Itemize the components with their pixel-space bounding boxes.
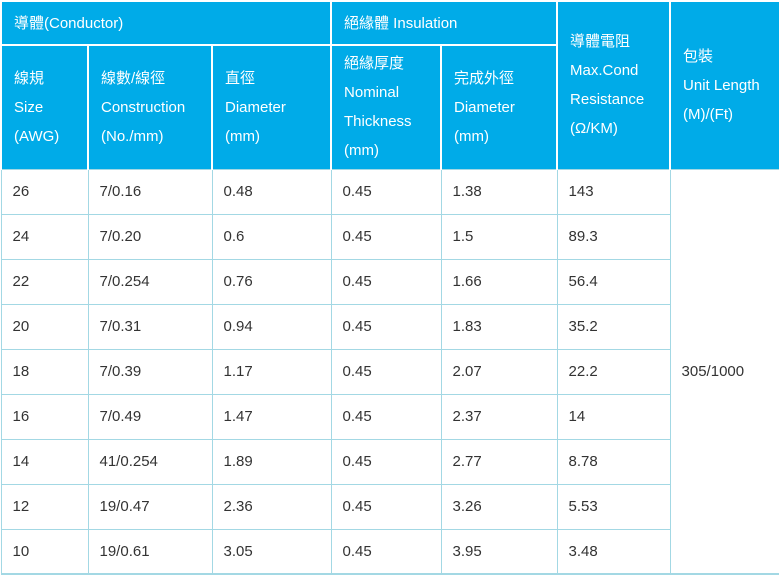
cell-diameter: 1.47 bbox=[211, 393, 332, 440]
cell-size: 12 bbox=[0, 483, 89, 530]
cell-size: 24 bbox=[0, 213, 89, 260]
table-row: 20 7/0.31 0.94 0.45 1.83 35.2 bbox=[0, 303, 779, 350]
cell-thickness: 0.45 bbox=[330, 348, 442, 395]
header-sub-row: 線規 Size (AWG) 線數/線徑 Construction (No./mm… bbox=[0, 44, 779, 170]
table-row: 22 7/0.254 0.76 0.45 1.66 56.4 bbox=[0, 258, 779, 305]
cell-construction: 7/0.254 bbox=[87, 258, 213, 305]
cell-unit-length: 305/1000 bbox=[669, 168, 779, 575]
col-header-nominal-thickness: 絕緣厚度 Nominal Thickness (mm) bbox=[330, 44, 443, 170]
table-row: 10 19/0.61 3.05 0.45 3.95 3.48 bbox=[0, 528, 779, 575]
col-header-finished-diameter: 完成外徑 Diameter (mm) bbox=[440, 44, 559, 170]
cell-diameter: 0.6 bbox=[211, 213, 332, 260]
col-header-conductor-diameter: 直徑 Diameter (mm) bbox=[210, 44, 333, 170]
cell-resistance: 56.4 bbox=[556, 258, 671, 305]
table-row: 12 19/0.47 2.36 0.45 3.26 5.53 bbox=[0, 483, 779, 530]
col-header-unit-length: 包裝 Unit Length (M)/(Ft) bbox=[669, 0, 779, 170]
cell-outer-diameter: 3.26 bbox=[440, 483, 558, 530]
cell-outer-diameter: 2.77 bbox=[440, 438, 558, 485]
cell-thickness: 0.45 bbox=[330, 303, 442, 350]
cell-construction: 7/0.16 bbox=[87, 168, 213, 215]
cell-resistance: 89.3 bbox=[556, 213, 671, 260]
table-body: 26 7/0.16 0.48 0.45 1.38 143 305/1000 24… bbox=[0, 168, 779, 575]
cell-resistance: 8.78 bbox=[556, 438, 671, 485]
cell-outer-diameter: 2.37 bbox=[440, 393, 558, 440]
col-header-construction: 線數/線徑 Construction (No./mm) bbox=[87, 44, 213, 170]
table-row: 14 41/0.254 1.89 0.45 2.77 8.78 bbox=[0, 438, 779, 485]
cell-resistance: 3.48 bbox=[556, 528, 671, 575]
cell-thickness: 0.45 bbox=[330, 258, 442, 305]
col-header-max-cond-resistance: 導體電阻 Max.Cond Resistance (Ω/KM) bbox=[556, 0, 672, 170]
cell-construction: 7/0.31 bbox=[87, 303, 213, 350]
cell-diameter: 0.94 bbox=[211, 303, 332, 350]
group-header-conductor: 導體(Conductor) bbox=[0, 0, 333, 46]
cell-resistance: 143 bbox=[556, 168, 671, 215]
cell-resistance: 22.2 bbox=[556, 348, 671, 395]
cell-outer-diameter: 3.95 bbox=[440, 528, 558, 575]
cell-size: 10 bbox=[0, 528, 89, 575]
cell-construction: 19/0.61 bbox=[87, 528, 213, 575]
cell-diameter: 3.05 bbox=[211, 528, 332, 575]
cell-thickness: 0.45 bbox=[330, 393, 442, 440]
cell-size: 20 bbox=[0, 303, 89, 350]
cell-diameter: 0.76 bbox=[211, 258, 332, 305]
table-header: 導體(Conductor) 絕緣體 Insulation 導體電阻 Max.Co… bbox=[0, 0, 779, 170]
header-group-row: 導體(Conductor) 絕緣體 Insulation 導體電阻 Max.Co… bbox=[0, 0, 779, 170]
cell-diameter: 1.17 bbox=[211, 348, 332, 395]
cell-diameter: 0.48 bbox=[211, 168, 332, 215]
group-header-insulation: 絕緣體 Insulation bbox=[330, 0, 559, 46]
cell-outer-diameter: 1.66 bbox=[440, 258, 558, 305]
cell-size: 14 bbox=[0, 438, 89, 485]
cell-size: 16 bbox=[0, 393, 89, 440]
cell-size: 22 bbox=[0, 258, 89, 305]
cell-outer-diameter: 1.83 bbox=[440, 303, 558, 350]
cell-construction: 7/0.49 bbox=[87, 393, 213, 440]
col-header-size-awg: 線規 Size (AWG) bbox=[0, 44, 89, 170]
cell-resistance: 35.2 bbox=[556, 303, 671, 350]
cell-size: 18 bbox=[0, 348, 89, 395]
cell-resistance: 14 bbox=[556, 393, 671, 440]
cell-outer-diameter: 1.5 bbox=[440, 213, 558, 260]
cell-thickness: 0.45 bbox=[330, 438, 442, 485]
cell-outer-diameter: 1.38 bbox=[440, 168, 558, 215]
cell-diameter: 2.36 bbox=[211, 483, 332, 530]
cell-thickness: 0.45 bbox=[330, 483, 442, 530]
table-row: 16 7/0.49 1.47 0.45 2.37 14 bbox=[0, 393, 779, 440]
cell-construction: 19/0.47 bbox=[87, 483, 213, 530]
table-row: 24 7/0.20 0.6 0.45 1.5 89.3 bbox=[0, 213, 779, 260]
cell-diameter: 1.89 bbox=[211, 438, 332, 485]
cell-outer-diameter: 2.07 bbox=[440, 348, 558, 395]
cell-thickness: 0.45 bbox=[330, 213, 442, 260]
table-row: 26 7/0.16 0.48 0.45 1.38 143 305/1000 bbox=[0, 168, 779, 575]
cell-construction: 41/0.254 bbox=[87, 438, 213, 485]
cell-size: 26 bbox=[0, 168, 89, 215]
cell-thickness: 0.45 bbox=[330, 528, 442, 575]
cell-resistance: 5.53 bbox=[556, 483, 671, 530]
cell-thickness: 0.45 bbox=[330, 168, 442, 215]
cell-construction: 7/0.39 bbox=[87, 348, 213, 395]
cell-construction: 7/0.20 bbox=[87, 213, 213, 260]
table-row: 18 7/0.39 1.17 0.45 2.07 22.2 bbox=[0, 348, 779, 395]
